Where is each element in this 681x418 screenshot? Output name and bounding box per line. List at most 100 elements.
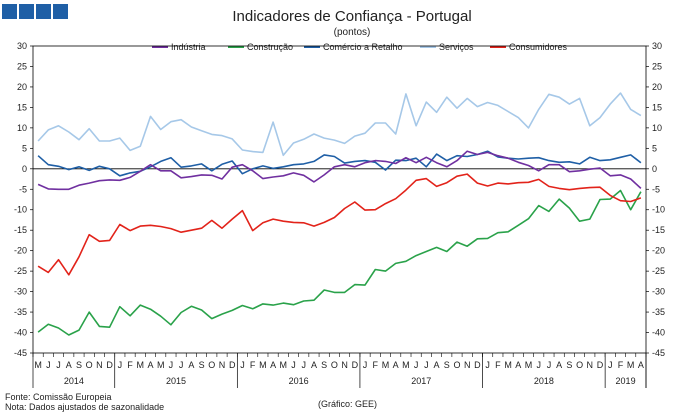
x-month-label: J <box>363 360 368 370</box>
x-month-label: A <box>66 360 72 370</box>
plot-frame <box>32 45 647 354</box>
x-month-label: O <box>453 360 460 370</box>
x-month-label: M <box>382 360 390 370</box>
x-month-label: A <box>515 360 521 370</box>
x-month-label: J <box>547 360 552 370</box>
legend-label: Indústria <box>171 42 206 52</box>
y-tick-label-left: 30 <box>17 41 27 51</box>
x-month-label: J <box>240 360 245 370</box>
x-month-label: M <box>137 360 145 370</box>
legend-label: Serviços <box>439 42 474 52</box>
x-month-label: M <box>525 360 533 370</box>
y-tick-label-right: 30 <box>652 41 662 51</box>
y-tick-label-right: 15 <box>652 102 662 112</box>
x-month-label: F <box>127 360 133 370</box>
x-month-label: D <box>474 360 481 370</box>
legend-label: Construção <box>247 42 293 52</box>
x-month-label: F <box>495 360 501 370</box>
y-tick-label-left: 10 <box>17 123 27 133</box>
y-tick-label-left: 25 <box>17 61 27 71</box>
y-tick-label-right: -15 <box>652 225 665 235</box>
chart-series <box>37 92 642 336</box>
y-tick-label-left: 15 <box>17 102 27 112</box>
x-month-label: O <box>208 360 215 370</box>
y-tick-label-right: -30 <box>652 287 665 297</box>
legend-label: Consumidores <box>509 42 568 52</box>
x-month-label: S <box>444 360 450 370</box>
footer-note: Nota: Dados ajustados de sazonalidade <box>5 402 164 412</box>
gee-logo-icon <box>2 4 68 20</box>
y-tick-label-left: -5 <box>19 184 27 194</box>
x-month-label: O <box>331 360 338 370</box>
chart-legend: Indústria Construção Comércio a Retalho Ser… <box>152 42 568 52</box>
y-tick-label-right: -5 <box>652 184 660 194</box>
x-month-label: D <box>229 360 236 370</box>
x-month-label: A <box>556 360 562 370</box>
y-tick-label-right: 0 <box>652 164 657 174</box>
y-tick-label-left: 5 <box>22 143 27 153</box>
x-month-label: J <box>301 360 306 370</box>
x-month-label: F <box>250 360 256 370</box>
y-tick-label-right: 20 <box>652 82 662 92</box>
series-line-ind-stria <box>37 150 642 191</box>
x-month-label: J <box>56 360 61 370</box>
series-line-consumidores <box>37 173 642 276</box>
x-month-label: M <box>259 360 267 370</box>
x-month-label: D <box>106 360 113 370</box>
x-month-label: J <box>414 360 419 370</box>
x-month-label: J <box>169 360 174 370</box>
x-month-label: M <box>402 360 410 370</box>
x-month-label: J <box>608 360 613 370</box>
y-tick-label-right: 25 <box>652 61 662 71</box>
y-tick-label-left: -25 <box>14 266 27 276</box>
x-month-label: J <box>291 360 296 370</box>
x-month-label: N <box>587 360 594 370</box>
y-tick-label-left: -45 <box>14 348 27 358</box>
series-line-com-rcio-a-retalho <box>37 150 642 177</box>
x-month-label: J <box>46 360 51 370</box>
footer-credit: (Gráfico: GEE) <box>318 399 377 409</box>
y-tick-label-right: -10 <box>652 205 665 215</box>
x-year-label: 2014 <box>64 376 84 386</box>
series-line-constru-o <box>37 189 642 336</box>
y-tick-label-right: -40 <box>652 328 665 338</box>
chart-subtitle: (pontos) <box>334 27 371 38</box>
chart-title: Indicadores de Confiança - Portugal <box>232 8 471 25</box>
y-tick-label-left: -20 <box>14 246 27 256</box>
x-month-label: A <box>434 360 440 370</box>
x-month-label: A <box>188 360 194 370</box>
x-year-label: 2019 <box>616 376 636 386</box>
y-tick-label-left: -40 <box>14 328 27 338</box>
x-month-label: A <box>311 360 317 370</box>
y-tick-label-right: -25 <box>652 266 665 276</box>
x-month-label: A <box>638 360 644 370</box>
x-month-label: M <box>504 360 512 370</box>
y-tick-label-right: -35 <box>652 307 665 317</box>
x-month-label: N <box>464 360 471 370</box>
y-tick-label-right: -45 <box>652 348 665 358</box>
x-month-label: J <box>485 360 490 370</box>
x-month-label: A <box>147 360 153 370</box>
x-month-label: D <box>352 360 359 370</box>
x-month-label: J <box>179 360 184 370</box>
x-month-label: M <box>157 360 165 370</box>
x-month-label: S <box>199 360 205 370</box>
x-month-label: S <box>321 360 327 370</box>
y-tick-label-left: 20 <box>17 82 27 92</box>
x-month-label: N <box>219 360 226 370</box>
x-month-label: D <box>597 360 604 370</box>
y-tick-label-left: -30 <box>14 287 27 297</box>
x-month-label: M <box>34 360 42 370</box>
x-month-label: N <box>96 360 103 370</box>
x-month-label: F <box>618 360 624 370</box>
series-line-servi-os <box>37 92 642 157</box>
y-tick-label-left: 0 <box>22 164 27 174</box>
y-tick-label-left: -10 <box>14 205 27 215</box>
y-tick-label-right: -20 <box>652 246 665 256</box>
y-tick-label-left: -15 <box>14 225 27 235</box>
x-month-label: J <box>424 360 429 370</box>
x-month-label: J <box>118 360 123 370</box>
legend-label: Comércio a Retalho <box>323 42 403 52</box>
